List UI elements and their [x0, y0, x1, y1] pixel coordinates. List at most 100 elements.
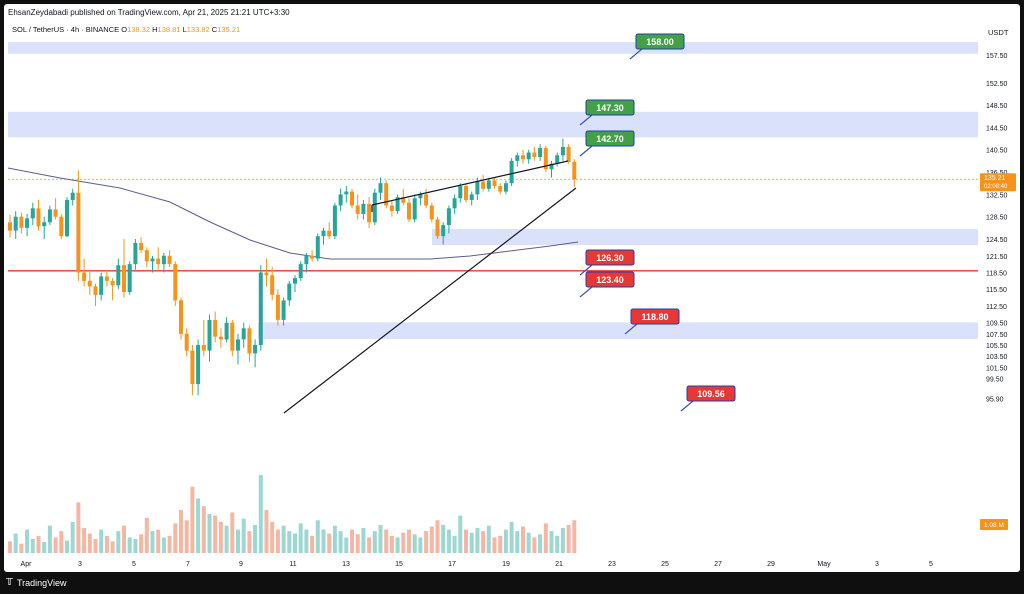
- candle-body: [344, 191, 349, 195]
- price-label: 147.30: [579, 99, 635, 126]
- candle: [161, 252, 166, 273]
- candle: [201, 319, 206, 357]
- candle: [247, 325, 252, 362]
- x-tick-label: 15: [395, 561, 403, 568]
- candle: [173, 261, 178, 306]
- candle: [469, 191, 474, 206]
- candle-body: [367, 203, 372, 223]
- candle-body: [236, 339, 240, 351]
- ohlc-close: 135.21: [217, 25, 241, 34]
- tradingview-logo-icon: 𝕋: [6, 577, 13, 588]
- candle-body: [469, 194, 474, 200]
- candle: [196, 339, 201, 396]
- candle-body: [372, 192, 377, 223]
- volume-bar: [418, 537, 423, 553]
- candle: [538, 144, 543, 161]
- volume-bar: [25, 529, 30, 553]
- candle-body: [116, 265, 121, 286]
- volume-bar: [481, 531, 486, 553]
- volume-bar: [532, 537, 537, 553]
- volume-bar: [173, 523, 178, 553]
- candle-body: [264, 272, 269, 276]
- candle-body: [133, 242, 138, 265]
- volume-bar: [350, 529, 354, 553]
- volume-bar: [13, 533, 18, 553]
- volume-bar: [572, 520, 577, 553]
- candle-body: [156, 258, 161, 265]
- candle-body: [82, 272, 87, 281]
- price-label-text: 126.30: [596, 253, 624, 263]
- footer-bar: 𝕋 TradingView: [0, 572, 1024, 594]
- candle: [498, 183, 503, 195]
- price-label-text: 147.30: [596, 103, 624, 113]
- candle: [99, 272, 104, 301]
- volume-bar: [127, 537, 132, 553]
- ohlc-high-label: H: [152, 25, 158, 34]
- candle-body: [70, 192, 75, 200]
- y-tick-label: 95.90: [986, 397, 1004, 404]
- candle-body: [127, 264, 132, 293]
- x-tick-label: 27: [714, 561, 722, 568]
- footer-logo[interactable]: 𝕋 TradingView: [6, 577, 67, 588]
- candle-body: [258, 272, 263, 346]
- volume-bar: [492, 537, 497, 553]
- volume-bar: [70, 521, 75, 553]
- volume-bar: [156, 529, 161, 553]
- candle: [30, 202, 35, 226]
- candle: [532, 146, 537, 161]
- candle-body: [435, 219, 440, 237]
- currency-label[interactable]: USDT: [988, 28, 1009, 37]
- volume-tag: [980, 519, 1008, 530]
- volume-bar: [429, 526, 434, 553]
- volume-bar: [93, 538, 98, 553]
- price-label: 109.56: [680, 385, 736, 412]
- volume-bar: [236, 529, 240, 553]
- candle: [304, 252, 309, 273]
- price-label: 126.30: [579, 249, 635, 276]
- candle: [526, 149, 531, 164]
- candle: [144, 247, 149, 267]
- candle-body: [549, 163, 554, 170]
- volume-bar: [241, 518, 246, 553]
- volume-bar: [247, 531, 252, 553]
- y-tick-label: 121.50: [986, 254, 1008, 261]
- candle: [82, 258, 87, 287]
- volume-bar: [389, 535, 394, 553]
- candle-body: [253, 345, 258, 354]
- volume-bar: [458, 515, 463, 553]
- candle: [549, 160, 554, 178]
- candle-body: [150, 258, 155, 262]
- candle: [25, 213, 30, 237]
- candle: [47, 205, 52, 226]
- candle-body: [378, 183, 383, 193]
- y-tick-label: 148.50: [986, 103, 1008, 110]
- candle: [184, 328, 189, 357]
- x-tick-label: 3: [78, 561, 82, 568]
- volume-bar: [538, 534, 543, 553]
- symbol-legend[interactable]: SOL / TetherUS · 4h · BINANCE O138.32 H1…: [12, 25, 240, 34]
- price-label-text: 109.56: [697, 389, 725, 399]
- volume-bar: [224, 525, 229, 553]
- candle-body: [87, 280, 92, 287]
- price-label-box: [635, 33, 685, 50]
- candle: [412, 194, 417, 223]
- y-tick-label: 144.50: [986, 125, 1008, 132]
- x-tick-label: 19: [502, 561, 510, 568]
- price-chart[interactable]: 157.50152.50148.50144.50140.50136.50132.…: [0, 0, 1024, 572]
- candle-body: [321, 230, 326, 237]
- x-tick-label: 7: [186, 561, 190, 568]
- upper-trend-line: [371, 160, 569, 206]
- candle: [253, 339, 258, 368]
- price-label-box: [630, 308, 680, 325]
- price-zone: [8, 42, 978, 54]
- last-price-countdown: 02:08:40: [984, 184, 1008, 190]
- y-tick-label: 109.50: [986, 321, 1008, 328]
- candle: [555, 152, 560, 167]
- candle-body: [196, 345, 201, 385]
- candle-body: [424, 194, 429, 206]
- x-tick-label: 9: [239, 561, 243, 568]
- price-zone: [432, 228, 978, 246]
- candle: [70, 188, 75, 206]
- volume-bar: [275, 529, 280, 553]
- candle-body: [47, 209, 52, 223]
